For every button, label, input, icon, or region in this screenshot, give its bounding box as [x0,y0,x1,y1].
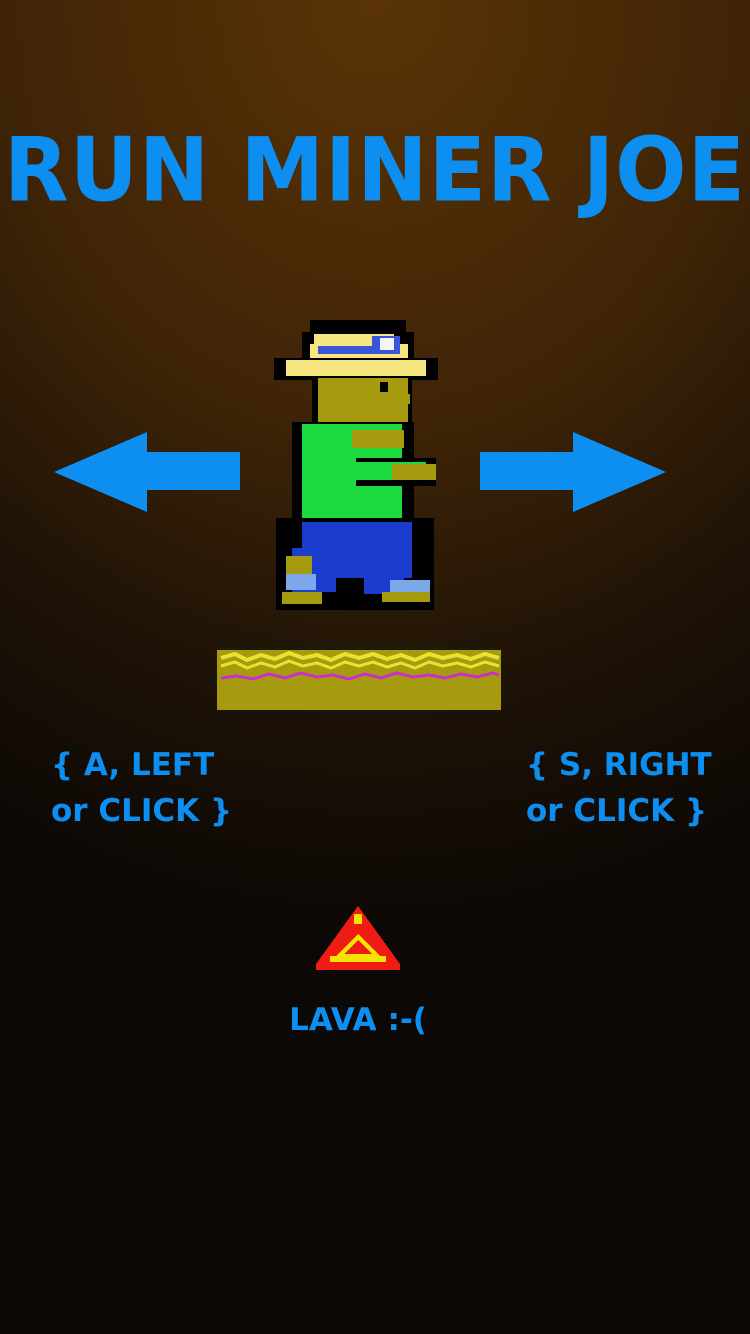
dirt-platform-tile [217,646,501,710]
left-controls-line2: or CLICK } [51,793,233,829]
arrow-left-icon[interactable] [52,430,242,514]
lava-label: LAVA :-( [289,1002,427,1038]
left-controls-hint: { A, LEFT or CLICK } [51,742,232,834]
left-controls-line1: { A, LEFT [51,747,215,783]
arrow-right-icon[interactable] [478,430,668,514]
miner-sprite [274,320,438,610]
right-controls-line1: { S, RIGHT [526,747,712,783]
right-controls-hint: { S, RIGHT or CLICK } [526,742,712,834]
game-title: RUN MINER JOE [4,118,746,222]
right-controls-line2: or CLICK } [526,793,708,829]
lava-icon [316,906,400,970]
